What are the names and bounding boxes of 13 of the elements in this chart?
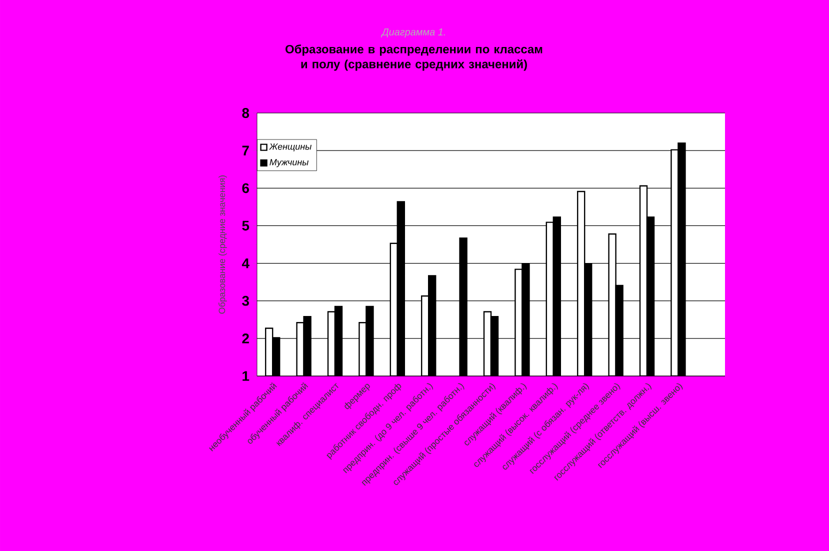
chart-subtitle: Диаграмма 1. xyxy=(380,28,445,38)
y-tick-label: 8 xyxy=(242,108,250,118)
y-tick-label: 2 xyxy=(242,334,249,344)
y-tick-label: 4 xyxy=(242,258,250,268)
legend-label: Мужчины xyxy=(270,159,308,168)
y-tick-label: 7 xyxy=(242,146,249,156)
y-tick-label: 3 xyxy=(242,296,249,306)
y-tick-label: 5 xyxy=(242,220,250,231)
y-axis-title: Образование (средние значения) xyxy=(218,175,227,314)
legend-label: Женщины xyxy=(269,143,312,152)
chart-title: Образование в распределении по классам и полу (сравнение средних значений) xyxy=(286,44,542,71)
y-tick-label: 6 xyxy=(242,183,249,194)
y-tick-label: 1 xyxy=(242,371,250,381)
